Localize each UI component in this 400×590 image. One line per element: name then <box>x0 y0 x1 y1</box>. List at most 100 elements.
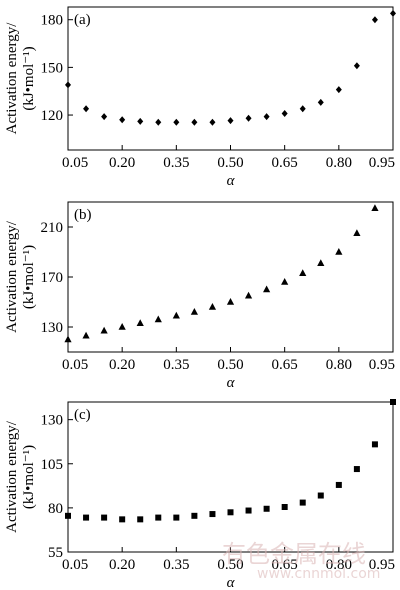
x-tick-label: 0.50 <box>217 155 243 171</box>
data-point <box>172 311 180 319</box>
x-tick-label: 0.05 <box>62 557 88 573</box>
x-tick-label: 0.80 <box>326 357 352 373</box>
watermark: 有色金属在线 www.cnnmol.com <box>222 540 380 582</box>
panel-label: (c) <box>74 407 91 423</box>
data-point <box>263 285 271 293</box>
data-point <box>208 303 217 310</box>
data-point <box>335 481 342 488</box>
panel-a: 0.05 0.20 0.35 0.50 0.65 0.80 0.95 120 150 180 (a)… <box>4 6 396 189</box>
x-axis-label: α <box>227 173 236 189</box>
panel-label: (a) <box>74 12 91 28</box>
y-tick-label: 55 <box>48 545 63 561</box>
watermark-line2: www.cnnmol.com <box>257 566 380 582</box>
data-point <box>335 86 342 94</box>
x-tick-label: 0.80 <box>326 155 352 171</box>
data-point <box>317 98 324 106</box>
data-point <box>281 278 289 285</box>
data-point <box>64 335 72 343</box>
y-tick-label: 105 <box>41 457 64 473</box>
x-tick-label: 0.50 <box>217 357 243 373</box>
panel-label: (b) <box>74 207 92 223</box>
y-axis-label: Activation energy/ <box>4 22 20 135</box>
y-tick-label: 180 <box>41 13 64 29</box>
data-point <box>118 323 126 330</box>
data-point <box>83 105 90 113</box>
data-point <box>173 118 180 126</box>
y-tick-label: 120 <box>41 108 64 124</box>
x-tick-label: 0.35 <box>163 357 189 373</box>
data-point <box>263 113 270 121</box>
data-point <box>209 118 216 126</box>
data-point <box>353 466 360 473</box>
data-point <box>353 62 360 70</box>
data-point <box>173 514 180 521</box>
data-point <box>317 259 325 267</box>
data-point <box>390 9 396 17</box>
x-tick-label: 0.65 <box>272 155 298 171</box>
x-tick-label: 0.65 <box>272 557 298 573</box>
data-point <box>227 509 234 516</box>
data-point <box>119 516 126 523</box>
data-point <box>299 105 306 113</box>
y-tick-label: 210 <box>41 220 64 236</box>
data-point <box>335 248 343 255</box>
data-point <box>390 399 396 405</box>
data-point <box>317 492 324 499</box>
data-point <box>101 514 108 521</box>
data-point <box>227 117 234 125</box>
data-point <box>226 298 235 305</box>
y-axis-unit-label: (kJ•mol⁻¹) <box>21 46 37 110</box>
data-point <box>191 512 198 519</box>
y-axis-label: Activation energy/ <box>4 220 20 333</box>
data-point <box>191 118 198 126</box>
data-point <box>190 308 198 315</box>
x-tick-label: 0.95 <box>369 557 395 573</box>
data-point <box>245 114 252 122</box>
x-tick-label: 0.80 <box>326 557 352 573</box>
data-point <box>281 504 288 510</box>
y-tick-label: 150 <box>41 60 64 76</box>
x-tick-label: 0.20 <box>109 155 135 171</box>
data-point <box>137 516 144 523</box>
y-axis-unit-label: (kJ•mol⁻¹) <box>21 445 37 509</box>
x-tick-label: 0.35 <box>163 557 189 573</box>
data-point <box>299 269 307 277</box>
data-point <box>371 204 379 212</box>
data-point <box>209 511 216 518</box>
x-tick-label: 0.65 <box>272 357 298 373</box>
x-tick-label: 0.20 <box>109 557 135 573</box>
data-point <box>245 507 252 514</box>
data-point <box>263 505 270 512</box>
data-point <box>136 319 144 327</box>
y-axis-label: Activation energy/ <box>4 420 20 533</box>
data-point <box>299 499 306 506</box>
data-point <box>82 331 90 339</box>
x-axis-label: α <box>227 375 236 391</box>
x-tick-label: 0.20 <box>109 357 135 373</box>
data-point <box>119 116 126 124</box>
panel-b: 0.05 0.20 0.35 0.50 0.65 0.80 0.95 130 170 210 (b)… <box>4 201 395 391</box>
y-axis-unit-label: (kJ•mol⁻¹) <box>21 245 37 309</box>
watermark-line1: 有色金属在线 <box>222 540 366 568</box>
data-point <box>65 81 71 89</box>
data-point <box>155 514 162 521</box>
y-tick-label: 130 <box>41 413 64 429</box>
data-point <box>100 326 108 334</box>
data-point <box>101 113 108 121</box>
x-tick-label: 0.50 <box>217 557 243 573</box>
data-point <box>154 315 162 323</box>
x-tick-label: 0.05 <box>62 155 88 171</box>
x-tick-label: 0.35 <box>163 155 189 171</box>
y-tick-label: 130 <box>41 320 64 336</box>
data-point <box>65 512 71 519</box>
data-point <box>281 109 288 117</box>
data-point <box>137 117 144 125</box>
x-tick-label: 0.05 <box>62 357 88 373</box>
y-tick-label: 80 <box>48 501 63 517</box>
data-point <box>244 291 253 299</box>
x-tick-label: 0.95 <box>369 357 395 373</box>
data-point <box>371 16 378 24</box>
data-point <box>83 514 90 521</box>
data-point <box>371 441 378 448</box>
